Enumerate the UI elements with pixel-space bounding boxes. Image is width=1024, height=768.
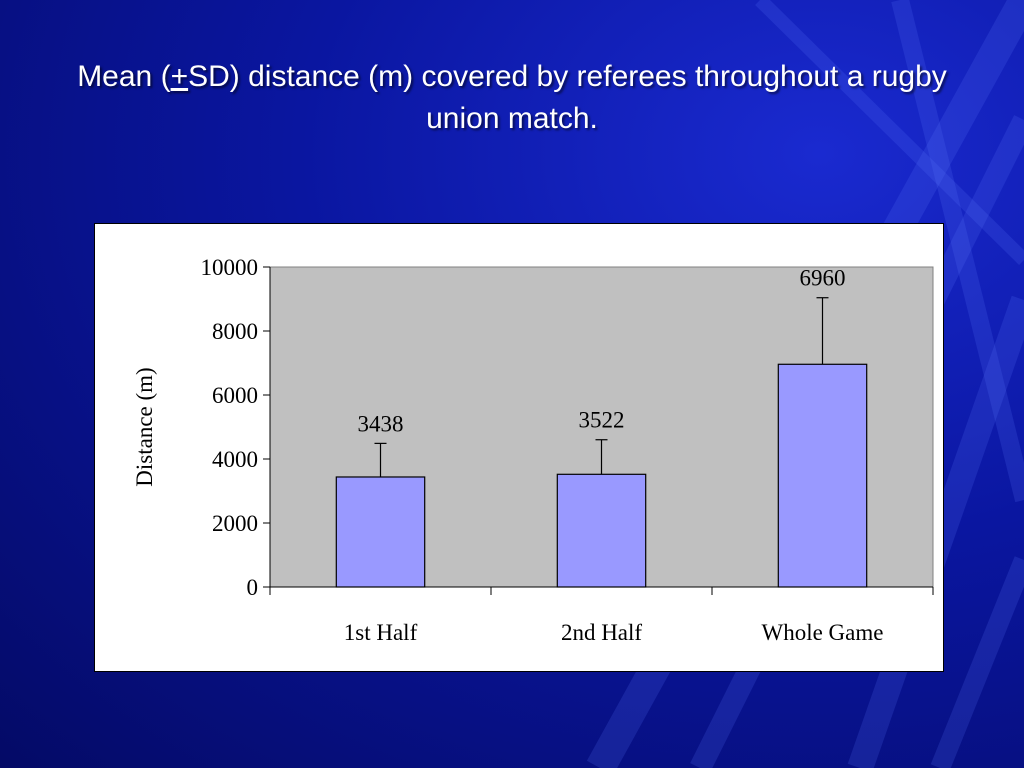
plus-minus-symbol: +: [170, 60, 189, 93]
y-tick-label: 2000: [212, 511, 258, 536]
chart-container: 0 2000 4000 6000 8000 10000 3438 1st Half 3522 2n…: [94, 223, 944, 672]
x-category-label: 2nd Half: [561, 620, 642, 645]
slide-title: Mean (+SD) distance (m) covered by refer…: [40, 56, 984, 140]
x-category-label: 1st Half: [344, 620, 418, 645]
bar: [335, 476, 426, 588]
data-label: 6960: [800, 266, 846, 291]
x-category-label: Whole Game: [762, 620, 884, 645]
y-tick-label: 6000: [212, 383, 258, 408]
title-part-2: SD) distance (m) covered by referees thr…: [188, 60, 947, 135]
y-tick-label: 4000: [212, 447, 258, 472]
y-tick-label: 8000: [212, 319, 258, 344]
bar: [556, 473, 647, 588]
bar: [777, 363, 868, 588]
data-label: 3438: [358, 411, 404, 436]
bar-chart: 0 2000 4000 6000 8000 10000 3438 1st Half 3522 2n…: [132, 255, 934, 645]
y-tick-label: 10000: [201, 255, 259, 280]
y-axis-title: Distance (m): [132, 367, 157, 486]
y-tick-label: 0: [247, 575, 259, 600]
title-part-1: Mean (: [77, 60, 171, 93]
data-label: 3522: [579, 408, 625, 433]
